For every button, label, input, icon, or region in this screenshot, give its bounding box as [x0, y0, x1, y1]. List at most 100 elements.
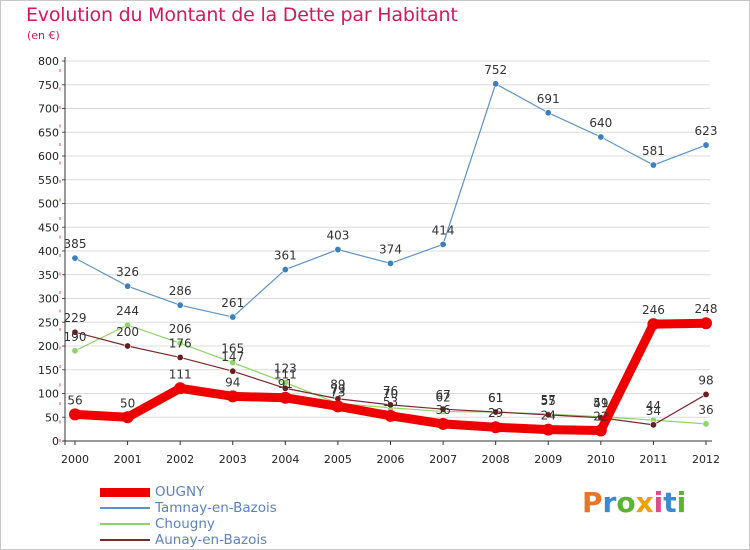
data-label-aunay-en-bazois-2011: 34	[646, 404, 661, 418]
point-tamnay-en-bazois-2001	[124, 282, 132, 290]
data-label-tamnay-en-bazois-2003: 261	[221, 296, 244, 310]
data-label-aunay-en-bazois-2003: 147	[221, 350, 244, 364]
data-label-chougny-2009: 57	[541, 393, 556, 407]
data-label-aunay-en-bazois-2007: 67	[435, 388, 450, 402]
y-tick-label-600: 600	[38, 150, 59, 163]
data-label-chougny-2008: 61	[488, 391, 503, 405]
point-tamnay-en-bazois-2000	[71, 254, 79, 262]
data-label-aunay-en-bazois-2005: 89	[330, 378, 345, 392]
data-label-aunay-en-bazois-2004: 111	[274, 367, 297, 381]
y-tick-label-450: 450	[38, 221, 59, 234]
data-label-tamnay-en-bazois-2012: 623	[695, 124, 718, 138]
logo-letter: r	[602, 486, 617, 519]
legend-swatch-chougny	[100, 523, 150, 525]
data-label-ougny-2012: 248	[695, 302, 718, 316]
x-tick-label-2012: 2012	[692, 453, 720, 466]
y-tick-label-400: 400	[38, 245, 59, 258]
legend-swatch-tamnay-en-bazois	[100, 507, 150, 509]
data-label-tamnay-en-bazois-2004: 361	[274, 249, 297, 263]
logo-letter: t	[663, 486, 677, 519]
point-aunay-en-bazois-2004	[281, 384, 289, 392]
x-axis: 2000 2001 2002 2003 2004 2005 2006 2007 2008 2009…	[61, 440, 720, 466]
data-label-chougny-2001: 244	[116, 304, 139, 318]
chart-title: Evolution du Montant de la Dette par Hab…	[26, 4, 458, 26]
data-label-chougny-2002: 206	[169, 322, 192, 336]
data-label-ougny-2008: 29	[488, 406, 503, 420]
data-label-ougny-2011: 246	[642, 303, 665, 317]
y-axis: 0 50 100 150 200 250 300 350 400 450 500 550 600 650 7…	[38, 55, 66, 448]
grid-lines	[65, 60, 710, 442]
y-tick-label-700: 700	[38, 103, 59, 116]
x-tick-label-2001: 2001	[114, 453, 142, 466]
point-ougny-2003	[226, 390, 239, 403]
y-tick-label-200: 200	[38, 340, 59, 353]
logo-letter: x	[635, 486, 654, 519]
data-label-ougny-2003: 94	[225, 375, 240, 389]
data-label-ougny-2001: 50	[120, 396, 135, 410]
legend-swatch-ougny	[100, 487, 150, 497]
proxiti-logo: Proxiti	[582, 486, 686, 519]
logo-letter: i	[653, 486, 664, 519]
data-label-aunay-en-bazois-2012: 98	[698, 373, 713, 387]
x-tick-label-2006: 2006	[377, 453, 405, 466]
point-tamnay-en-bazois-2005	[334, 246, 342, 254]
point-ougny-2006	[384, 409, 397, 422]
y-tick-label-500: 500	[38, 198, 59, 211]
point-tamnay-en-bazois-2007	[439, 240, 447, 248]
point-ougny-2005	[331, 400, 344, 413]
y-tick-label-800: 800	[38, 55, 59, 68]
point-chougny-2012	[702, 420, 710, 428]
data-label-tamnay-en-bazois-2006: 374	[379, 242, 402, 256]
logo-letter: i	[676, 486, 687, 519]
point-aunay-en-bazois-2003	[229, 367, 237, 375]
data-label-aunay-en-bazois-2001: 200	[116, 325, 139, 339]
logo-letter: o	[616, 486, 636, 519]
point-ougny-2000	[69, 408, 81, 421]
point-ougny-2008	[489, 421, 502, 434]
point-ougny-2011	[647, 318, 660, 331]
data-label-aunay-en-bazois-2000: 229	[64, 311, 87, 325]
point-chougny-2001	[124, 321, 132, 329]
x-tick-label-2005: 2005	[324, 453, 352, 466]
point-aunay-en-bazois-2011	[649, 421, 657, 429]
x-tick-label-2007: 2007	[429, 453, 457, 466]
point-aunay-en-bazois-2001	[124, 342, 132, 350]
point-chougny-2002	[176, 339, 184, 347]
point-aunay-en-bazois-2002	[176, 353, 184, 361]
data-label-ougny-2004: 91	[278, 377, 293, 391]
point-aunay-en-bazois-2012	[702, 390, 710, 398]
data-label-tamnay-en-bazois-2007: 414	[432, 223, 455, 237]
point-tamnay-en-bazois-2002	[176, 301, 184, 309]
point-aunay-en-bazois-2006	[386, 401, 394, 409]
point-tamnay-en-bazois-2004	[281, 266, 289, 274]
data-label-tamnay-en-bazois-2002: 286	[169, 284, 192, 298]
data-label-chougny-2004: 123	[274, 362, 297, 376]
y-tick-label-550: 550	[38, 174, 59, 187]
point-ougny-2012	[700, 317, 712, 330]
data-label-aunay-en-bazois-2009: 55	[541, 394, 556, 408]
x-tick-label-2004: 2004	[271, 453, 299, 466]
data-label-aunay-en-bazois-2010: 49	[593, 397, 608, 411]
data-label-chougny-2010: 51	[593, 396, 608, 410]
data-label-ougny-2006: 53	[383, 395, 398, 409]
y-tick-label-350: 350	[38, 269, 59, 282]
y-tick-label-150: 150	[38, 364, 59, 377]
legend-label-tamnay-en-bazois: Tamnay-en-Bazois	[155, 500, 277, 516]
data-label-chougny-2012: 36	[698, 403, 713, 417]
logo-letter: P	[582, 486, 603, 519]
data-label-aunay-en-bazois-2008: 61	[488, 391, 503, 405]
data-label-aunay-en-bazois-2006: 76	[383, 384, 398, 398]
data-label-chougny-2005: 79	[330, 382, 345, 396]
data-label-ougny-2007: 36	[435, 403, 450, 417]
point-ougny-2010	[594, 424, 607, 437]
point-aunay-en-bazois-2007	[439, 405, 447, 413]
y-tick-label-650: 650	[38, 126, 59, 139]
x-tick-label-2011: 2011	[639, 453, 667, 466]
legend-label-chougny: Chougny	[155, 516, 215, 532]
data-label-tamnay-en-bazois-2000: 385	[64, 237, 87, 251]
data-label-tamnay-en-bazois-2011: 581	[642, 144, 665, 158]
data-label-tamnay-en-bazois-2010: 640	[589, 116, 612, 130]
x-tick-label-2008: 2008	[482, 453, 510, 466]
point-chougny-2000	[71, 347, 79, 355]
